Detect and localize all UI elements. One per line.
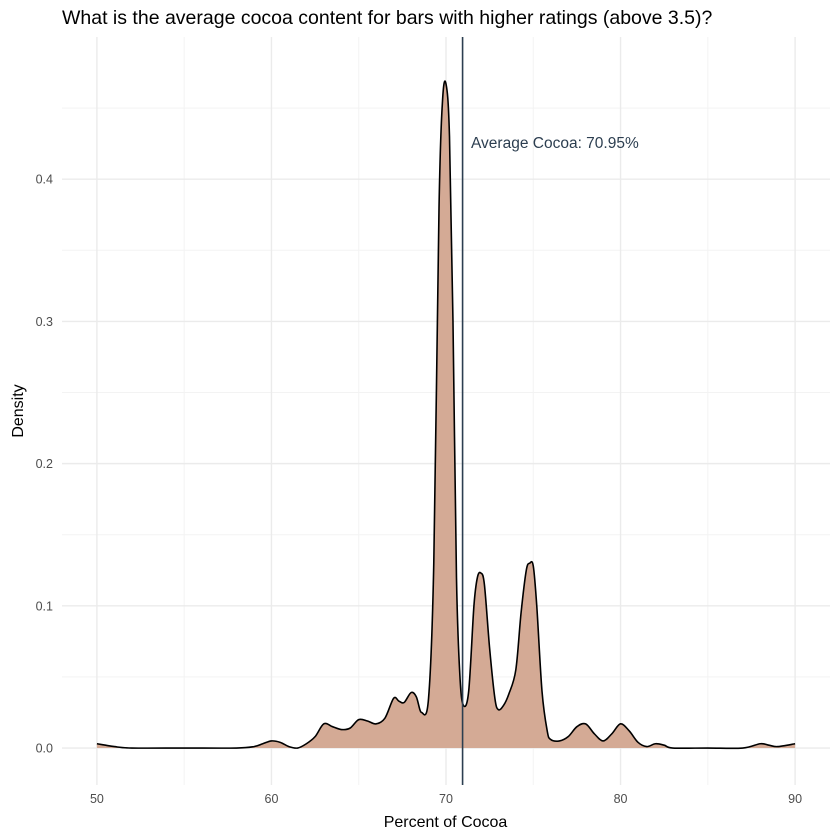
x-tick-label: 70 — [439, 792, 453, 806]
x-tick-label: 80 — [614, 792, 628, 806]
x-axis-title: Percent of Cocoa — [384, 814, 508, 831]
average-cocoa-label: Average Cocoa: 70.95% — [471, 135, 639, 152]
tick-labels: 50 60 70 80 90 0.0 0.1 0.2 0.3 0.4 — [36, 173, 802, 806]
density-fill — [96, 81, 796, 749]
y-tick-label: 0.0 — [36, 742, 53, 756]
chart-title: What is the average cocoa content for ba… — [62, 7, 713, 29]
x-tick-label: 60 — [265, 792, 279, 806]
x-tick-label: 90 — [788, 792, 802, 806]
y-tick-label: 0.2 — [36, 457, 53, 471]
y-tick-label: 0.4 — [36, 173, 53, 187]
y-axis-title: Density — [10, 384, 27, 437]
x-tick-label: 50 — [90, 792, 104, 806]
density-area-group — [96, 80, 796, 750]
y-tick-label: 0.3 — [36, 315, 53, 329]
y-tick-label: 0.1 — [36, 599, 53, 613]
